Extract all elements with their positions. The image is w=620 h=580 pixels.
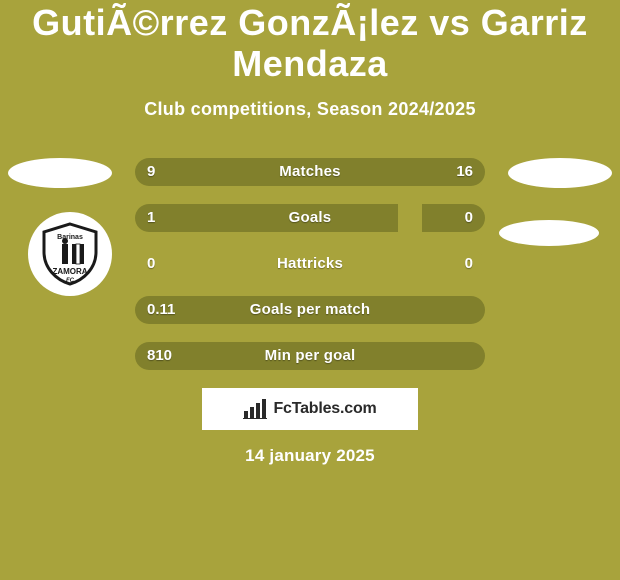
stat-row: 810Min per goal	[135, 342, 485, 370]
stat-bar-right	[422, 204, 485, 232]
stat-bar-left	[135, 204, 398, 232]
stat-row: 916Matches	[135, 158, 485, 186]
svg-text:FC: FC	[66, 278, 75, 284]
player-badge-left	[8, 158, 112, 188]
subtitle: Club competitions, Season 2024/2025	[0, 99, 620, 120]
stat-bars: 916Matches10Goals00Hattricks0.11Goals pe…	[135, 158, 485, 370]
comparison-card: GutiÃ©rrez GonzÃ¡lez vs Garriz Mendaza C…	[0, 0, 620, 580]
bar-chart-icon	[243, 399, 267, 419]
svg-text:Barinas: Barinas	[57, 234, 83, 241]
brand-text: FcTables.com	[273, 400, 376, 418]
stat-value-right: 0	[465, 250, 473, 278]
stat-value-left: 1	[147, 204, 155, 232]
stat-bar-right	[261, 158, 485, 186]
player-badge-right	[508, 158, 612, 188]
stat-value-left: 9	[147, 158, 155, 186]
shield-icon: Barinas ZAMORA FC	[38, 222, 102, 286]
brand-box[interactable]: FcTables.com	[202, 388, 418, 430]
body-area: Barinas ZAMORA FC 916Matches10Goals00Hat…	[0, 158, 620, 466]
stat-bar-left	[135, 296, 485, 324]
stat-row: 0.11Goals per match	[135, 296, 485, 324]
stat-value-left: 0	[147, 250, 155, 278]
page-title: GutiÃ©rrez GonzÃ¡lez vs Garriz Mendaza	[0, 2, 620, 85]
stat-bar-left	[135, 342, 485, 370]
stat-label: Hattricks	[135, 250, 485, 278]
date-label: 14 january 2025	[0, 446, 620, 466]
stat-value-right: 16	[456, 158, 473, 186]
stat-row: 0 0Hattricks	[135, 250, 485, 278]
stat-value-left: 0.11	[147, 296, 175, 324]
club-logo-right-placeholder	[499, 220, 599, 246]
stat-value-right: 0	[465, 204, 473, 232]
stat-row: 10Goals	[135, 204, 485, 232]
svg-text:ZAMORA: ZAMORA	[52, 267, 87, 276]
club-logo-left: Barinas ZAMORA FC	[28, 212, 112, 296]
stat-value-left: 810	[147, 342, 172, 370]
